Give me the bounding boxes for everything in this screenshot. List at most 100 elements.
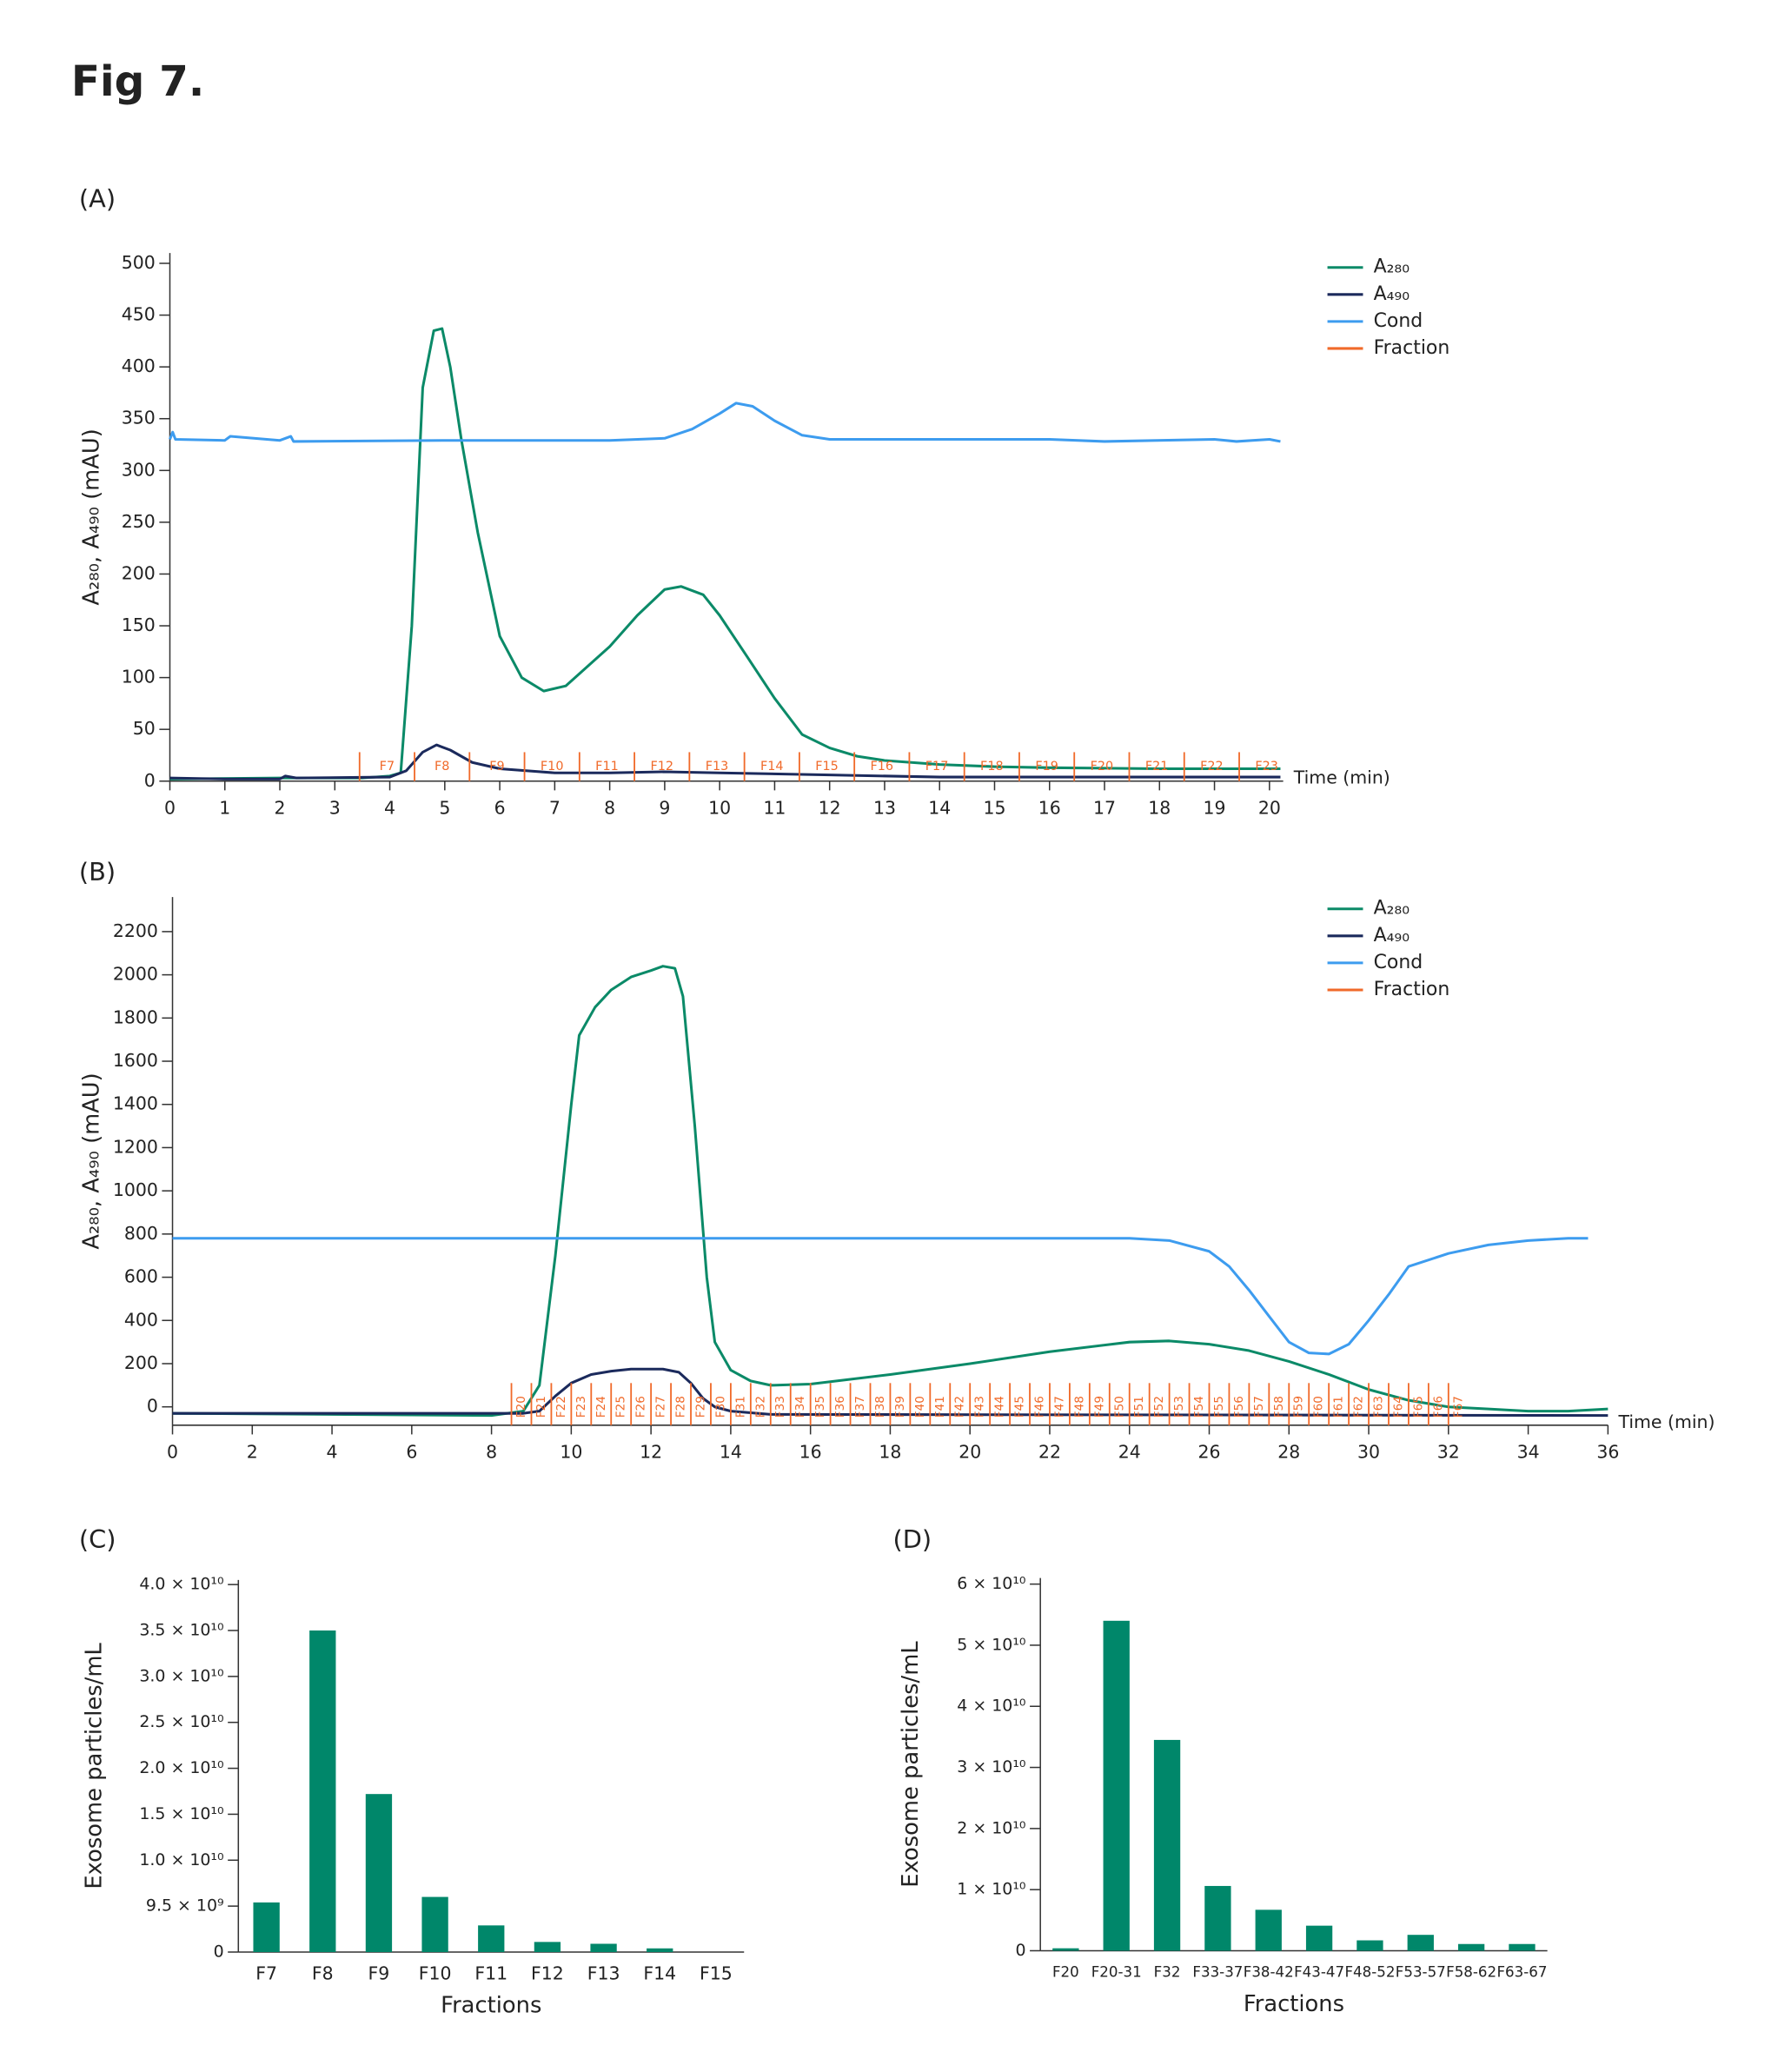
- fraction-label: F46: [1033, 1396, 1047, 1418]
- x-tick-label: 10: [560, 1442, 582, 1463]
- fraction-label: F19: [1035, 760, 1058, 774]
- x-tick-label: 0: [164, 798, 176, 819]
- bar: [1255, 1909, 1282, 1951]
- y-tick-label: 600: [124, 1266, 158, 1287]
- x-tick-label: F33-37: [1192, 1964, 1243, 1981]
- x-tick-label: 4: [384, 798, 395, 819]
- bar: [1204, 1885, 1231, 1951]
- fraction-label: F37: [853, 1396, 867, 1418]
- x-tick-label: F9: [368, 1963, 390, 1984]
- x-tick-label: 12: [819, 798, 841, 819]
- bar: [534, 1942, 561, 1952]
- series-line: [172, 1367, 1609, 1418]
- bar: [590, 1943, 617, 1952]
- fraction-label: F7: [380, 760, 395, 774]
- x-tick-label: F15: [700, 1963, 733, 1984]
- y-tick-label: 1.5 × 10¹⁰: [139, 1804, 223, 1823]
- y-tick-label: 150: [122, 614, 156, 635]
- y-tick-label: 0: [214, 1942, 224, 1961]
- x-tick-label: 2: [247, 1442, 258, 1463]
- fraction-label: F66: [1431, 1396, 1445, 1418]
- x-tick-label: 4: [327, 1442, 338, 1463]
- fraction-label: F23: [574, 1396, 588, 1418]
- y-tick-label: 200: [124, 1352, 158, 1373]
- fraction-label: F25: [614, 1396, 628, 1418]
- legend-label: A₄₉₀: [1374, 283, 1410, 305]
- x-tick-label: 13: [873, 798, 896, 819]
- series-line: [169, 327, 1281, 780]
- y-tick-label: 400: [124, 1309, 158, 1330]
- fraction-label: F61: [1332, 1396, 1346, 1418]
- fraction-label: F67: [1451, 1396, 1465, 1418]
- x-tick-label: 18: [879, 1442, 901, 1463]
- x-tick-label: 14: [928, 798, 951, 819]
- y-axis-label: A₂₈₀, A₄₉₀ (mAU): [79, 428, 105, 605]
- x-tick-label: 16: [1038, 798, 1061, 819]
- bar: [309, 1630, 336, 1952]
- x-tick-label: 7: [549, 798, 561, 819]
- fraction-label: F21: [534, 1396, 548, 1418]
- legend-label: Fraction: [1374, 979, 1450, 1000]
- bar: [647, 1948, 673, 1952]
- x-tick-label: F7: [255, 1963, 277, 1984]
- fraction-label: F22: [554, 1396, 568, 1418]
- bar: [1357, 1940, 1383, 1951]
- y-tick-label: 1600: [113, 1050, 158, 1071]
- x-tick-label: F43-47: [1294, 1964, 1344, 1981]
- fraction-label: F65: [1411, 1396, 1425, 1418]
- bar: [1407, 1935, 1434, 1951]
- y-tick-label: 4.0 × 10¹⁰: [139, 1575, 223, 1594]
- x-tick-label: 12: [640, 1442, 662, 1463]
- x-tick-label: 24: [1118, 1442, 1141, 1463]
- y-tick-label: 3.5 × 10¹⁰: [139, 1621, 223, 1640]
- y-axis-label: Exosome particles/mL: [82, 1643, 108, 1889]
- x-tick-label: 17: [1093, 798, 1116, 819]
- fraction-label: F62: [1352, 1396, 1366, 1418]
- x-tick-label: 6: [494, 798, 506, 819]
- y-tick-label: 5 × 10¹⁰: [957, 1635, 1025, 1654]
- panel-label: (A): [79, 183, 116, 213]
- panel-label: (C): [79, 1524, 116, 1554]
- bar: [1509, 1943, 1536, 1951]
- bar: [1305, 1925, 1333, 1951]
- x-tick-label: F20-31: [1091, 1964, 1142, 1981]
- x-tick-label: F20: [1052, 1964, 1079, 1981]
- fraction-label: F55: [1212, 1396, 1226, 1418]
- y-tick-label: 800: [124, 1223, 158, 1244]
- x-tick-label: 1: [219, 798, 230, 819]
- bar: [365, 1794, 393, 1952]
- x-tick-label: F12: [531, 1963, 564, 1984]
- fraction-label: F18: [980, 760, 1004, 774]
- fraction-label: F29: [693, 1396, 707, 1418]
- x-axis-label: Fractions: [1244, 1991, 1344, 2017]
- fraction-label: F52: [1152, 1396, 1166, 1418]
- x-tick-label: 22: [1038, 1442, 1061, 1463]
- x-tick-label: 0: [167, 1442, 178, 1463]
- x-tick-label: F10: [419, 1963, 452, 1984]
- fraction-label: F33: [773, 1396, 787, 1418]
- series-line: [172, 965, 1609, 1418]
- x-tick-label: F48-52: [1344, 1964, 1395, 1981]
- x-tick-label: 14: [720, 1442, 742, 1463]
- fraction-label: F42: [953, 1396, 967, 1418]
- fraction-label: F58: [1272, 1396, 1286, 1418]
- fraction-label: F26: [634, 1396, 648, 1418]
- y-tick-label: 500: [122, 252, 156, 273]
- panel-label: (D): [892, 1524, 932, 1554]
- fraction-label: F27: [654, 1396, 668, 1418]
- y-tick-label: 9.5 × 10⁹: [146, 1896, 224, 1916]
- x-tick-label: F53-57: [1396, 1964, 1446, 1981]
- bar: [421, 1896, 448, 1952]
- fraction-label: F11: [595, 760, 619, 774]
- x-tick-label: F11: [474, 1963, 507, 1984]
- fraction-label: F57: [1252, 1396, 1266, 1418]
- legend-label: Cond: [1374, 952, 1423, 973]
- x-tick-label: F8: [312, 1963, 334, 1984]
- x-tick-label: 16: [799, 1442, 822, 1463]
- fraction-label: F54: [1192, 1396, 1206, 1418]
- y-tick-label: 300: [122, 459, 156, 480]
- fraction-label: F45: [1013, 1396, 1027, 1418]
- fraction-label: F36: [833, 1396, 847, 1418]
- fraction-label: F49: [1092, 1396, 1106, 1418]
